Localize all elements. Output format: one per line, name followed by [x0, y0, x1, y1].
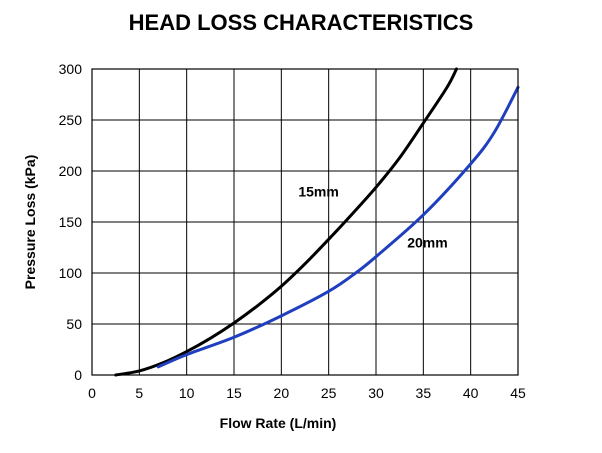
- y-tick-250: 250: [59, 112, 83, 128]
- x-tick-0: 0: [88, 385, 96, 401]
- grid-lines: [91, 68, 519, 376]
- series-labels: 15mm 20mm: [298, 184, 447, 251]
- series-label-20mm: 20mm: [407, 235, 447, 251]
- x-tick-5: 5: [135, 385, 143, 401]
- series-line-20mm: [156, 85, 520, 369]
- y-tick-200: 200: [59, 163, 83, 179]
- y-tick-0: 0: [74, 367, 82, 383]
- chart-title: HEAD LOSS CHARACTERISTICS: [129, 10, 474, 35]
- x-tick-30: 30: [368, 385, 384, 401]
- y-axis-label: Pressure Loss (kPa): [22, 155, 38, 290]
- y-tick-100: 100: [59, 265, 83, 281]
- x-tick-20: 20: [274, 385, 290, 401]
- x-tick-labels: 0 5 10 15 20 25 30 35 40 45: [88, 385, 526, 401]
- x-tick-25: 25: [321, 385, 337, 401]
- series-line-15mm: [114, 67, 458, 377]
- y-tick-150: 150: [59, 214, 83, 230]
- x-tick-35: 35: [416, 385, 432, 401]
- x-tick-10: 10: [179, 385, 195, 401]
- y-tick-labels: 0 50 100 150 200 250 300: [59, 61, 83, 383]
- x-tick-40: 40: [463, 385, 479, 401]
- x-tick-45: 45: [510, 385, 526, 401]
- series-label-15mm: 15mm: [298, 184, 338, 200]
- data-series: [114, 67, 520, 377]
- y-tick-300: 300: [59, 61, 83, 77]
- y-tick-50: 50: [66, 316, 82, 332]
- x-tick-15: 15: [226, 385, 242, 401]
- plot-frame: [91, 68, 519, 376]
- x-axis-label: Flow Rate (L/min): [220, 415, 337, 431]
